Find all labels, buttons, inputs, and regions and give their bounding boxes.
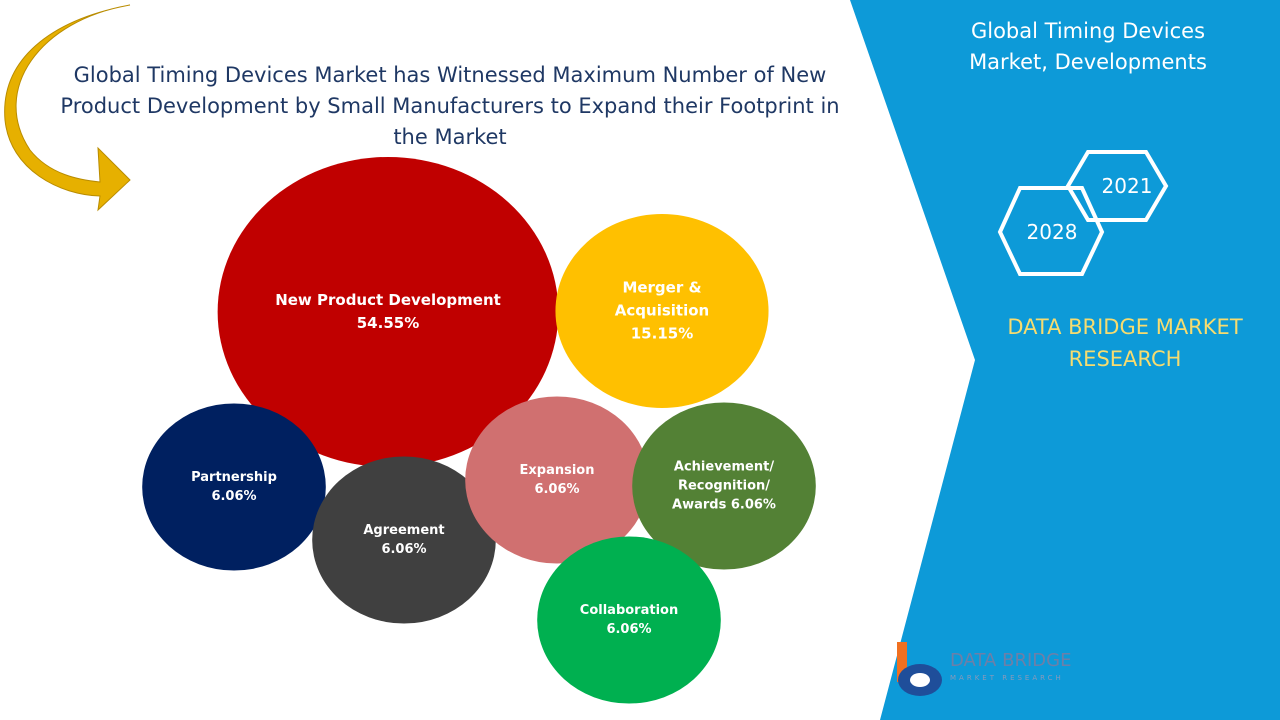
bubble-label: Partnership 6.06% [174,468,294,506]
bubble [142,403,326,571]
value-label: 6.06% [211,489,257,504]
year: 2021 [1101,174,1153,198]
value-label: 6.06% [606,622,652,637]
chart-title: Global Timing Devices Market has Witness… [60,63,840,149]
category-label: Achievement/ Recognition/ Awards [672,459,775,513]
bubble-label: Expansion 6.06% [497,461,617,499]
category-label: Agreement [363,523,445,538]
value-label: 15.15% [630,324,694,343]
logo-text: DATA BRIDGE [950,650,1072,671]
value-label: 6.06% [534,482,580,497]
value-label: 54.55% [356,314,420,332]
bubble [312,456,496,624]
hexagon [997,186,1105,276]
category-label: New Product Development [275,291,501,309]
bubble-label: New Product Development 54.55% [258,289,518,335]
value-label: 6.06% [381,542,427,557]
bubble [465,396,649,564]
category-label: Merger & Acquisition [614,278,710,320]
category-label: Expansion [519,463,595,478]
bubble-label: Achievement/ Recognition/ Awards 6.06% [664,458,784,515]
bubble-label: Collaboration 6.06% [564,601,694,639]
side-panel [850,0,1280,720]
year: 2028 [1026,220,1078,244]
brand: DATA BRIDGE MARKET RESEARCH [1007,315,1243,371]
bubble-label: Agreement 6.06% [339,521,469,559]
bubble [537,536,721,704]
value-label: 6.06% [730,497,776,513]
logo-subtext: MARKET RESEARCH [950,674,1064,682]
arrow [4,4,131,212]
bubble-label: Merger & Acquisition 15.15% [582,277,742,346]
category-label: Collaboration [579,603,679,618]
logo [897,642,942,696]
bubble [217,156,559,468]
bubble [632,402,816,570]
category-label: Partnership [191,470,277,485]
bubble [555,214,769,408]
side-title: Global Timing Devices Market, Developmen… [969,19,1207,74]
